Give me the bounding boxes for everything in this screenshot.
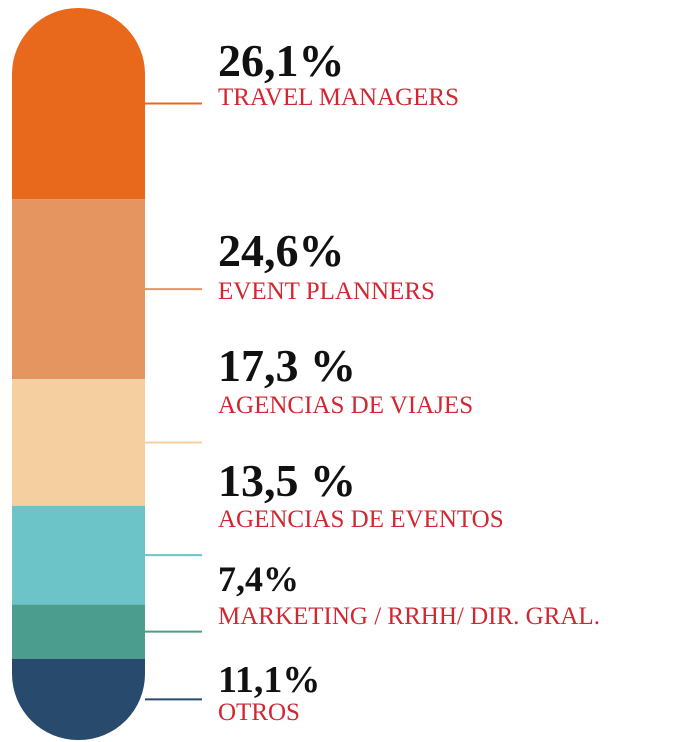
category-label: AGENCIAS DE VIAJES (218, 392, 473, 419)
category-label: MARKETING / RRHH/ DIR. GRAL. (218, 603, 600, 630)
bar-segment (12, 199, 145, 380)
category-label: AGENCIAS DE EVENTOS (218, 506, 504, 533)
category-label: EVENT PLANNERS (218, 278, 435, 305)
value-label: 26,1% (218, 35, 345, 86)
category-label: OTROS (218, 699, 300, 726)
bar-segment (12, 604, 145, 659)
value-label: 13,5 % (218, 455, 356, 506)
bar-segment (12, 658, 145, 740)
value-label: 7,4% (218, 559, 299, 599)
value-label: 17,3 % (218, 340, 356, 391)
bar-segment (12, 505, 145, 605)
category-label: TRAVEL MANAGERS (218, 84, 459, 111)
value-label: 11,1% (218, 659, 320, 701)
value-label: 24,6% (218, 225, 345, 276)
bar-segment (12, 8, 145, 200)
stacked-bar (12, 8, 145, 740)
bar-segment (12, 379, 145, 506)
